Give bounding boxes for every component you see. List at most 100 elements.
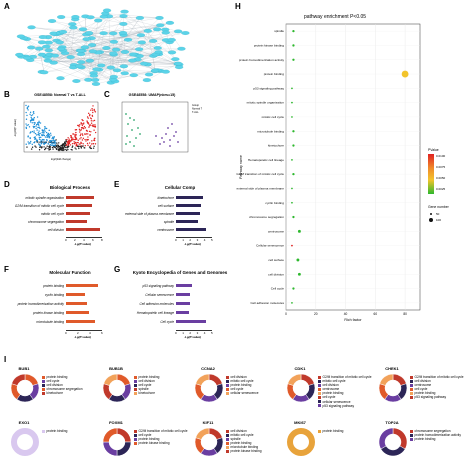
volcano-point (65, 144, 68, 147)
x-tick-label: 6 (92, 238, 94, 242)
volcano-point (65, 149, 68, 152)
kegg-bar-chart: p53 signaling pathway Cellular senescence… (110, 280, 220, 340)
volcano-point (94, 111, 97, 113)
donut-segment (103, 373, 118, 386)
volcano-point (43, 129, 45, 131)
legend-swatch (318, 379, 321, 383)
volcano-point (70, 135, 73, 137)
network-edge (54, 33, 172, 40)
volcano-point (29, 137, 31, 139)
volcano-point (32, 119, 35, 121)
legend-swatch (318, 396, 321, 400)
legend-text: chromosome segregation (46, 387, 83, 392)
volcano-point (74, 141, 77, 144)
network-edge (46, 56, 178, 64)
network-node (136, 33, 146, 38)
volcano-point (93, 139, 95, 141)
volcano-point (48, 148, 51, 151)
x-axis-line (176, 330, 212, 331)
legend-text: protein binding (138, 437, 160, 442)
legend-swatch (410, 433, 413, 437)
network-edge (21, 56, 97, 85)
volcano-point (83, 122, 85, 124)
network-node (69, 25, 78, 30)
donut-legend: chromosome segregation protein homodimeri… (410, 429, 461, 441)
volcano-point (48, 133, 50, 136)
volcano-point (76, 141, 78, 144)
legend-text: mitotic cell cycle (230, 433, 254, 438)
network-node (27, 25, 36, 30)
network-node (47, 19, 57, 23)
volcano-plot: -log10(P value) log2(fold change) Signific… (13, 101, 99, 161)
enrichment-title: pathway enrichment P<0.05 (303, 14, 367, 20)
donut-chart (102, 427, 132, 457)
volcano-point (29, 142, 32, 144)
volcano-point (30, 114, 32, 117)
donut-segment (300, 373, 315, 386)
pvalue-tick: 0.0050 (436, 176, 446, 180)
volcano-point (88, 125, 91, 127)
network-node (165, 20, 175, 25)
volcano-point (67, 142, 69, 145)
network-node (142, 78, 152, 83)
volcano-point (92, 125, 94, 128)
donut-chart (378, 427, 408, 457)
bar (66, 311, 90, 315)
network-edge (116, 42, 142, 50)
bar (176, 311, 189, 315)
volcano-point (75, 128, 78, 131)
volcano-point (52, 148, 54, 150)
volcano-point (34, 122, 36, 124)
legend-swatch (318, 400, 321, 404)
volcano-point (69, 144, 72, 146)
network-node (75, 64, 84, 68)
donut-segment (392, 373, 407, 386)
network-node (120, 50, 130, 54)
volcano-point (43, 131, 45, 134)
volcano-point (38, 120, 40, 122)
bar (66, 228, 101, 232)
volcano-point (32, 111, 35, 113)
panel-label-h: H (235, 2, 241, 11)
volcano-ylabel: -log10(P value) (13, 119, 17, 137)
umap-point-tall (177, 141, 179, 143)
umap-point-normal (133, 145, 135, 147)
legend-swatch (226, 437, 229, 441)
volcano-point (87, 123, 90, 125)
umap-point-tall (175, 131, 177, 133)
volcano-point (33, 116, 36, 119)
donut-legend: protein binding cell cycle cell division ch… (42, 375, 82, 395)
pathway-label: G2/M transition of mitotic cell cycle (236, 172, 284, 176)
volcano-point (45, 141, 47, 143)
volcano-point (27, 106, 29, 108)
volcano-point (67, 137, 69, 139)
network-node (118, 31, 128, 35)
volcano-point (86, 120, 88, 122)
volcano-point (64, 144, 66, 147)
volcano-point (26, 146, 28, 148)
volcano-point (66, 138, 68, 141)
network-node (153, 27, 162, 32)
umap-point-tall (165, 133, 167, 135)
volcano-point (91, 108, 93, 110)
legend-text: cell division (230, 375, 247, 379)
volcano-point (40, 139, 42, 141)
volcano-point (65, 140, 67, 142)
network-node (85, 58, 94, 63)
network-edge (122, 32, 180, 68)
volcano-point (92, 111, 94, 114)
donut-chart (287, 428, 315, 456)
x-tick-label: 6 (101, 331, 103, 335)
bar-label: mitotic cell cycle (40, 211, 64, 216)
volcano-point (94, 143, 97, 145)
enrichment-bubble (291, 116, 293, 118)
volcano-point (83, 125, 86, 128)
cc-bar-chart: kinetochore cell surface external side of … (110, 194, 220, 247)
volcano-point (86, 116, 89, 118)
network-node (171, 57, 180, 62)
network-node (16, 34, 26, 39)
volcano-point (80, 147, 83, 149)
volcano-point (66, 147, 69, 149)
enrichment-bubble (297, 272, 301, 276)
network-node (99, 14, 108, 19)
